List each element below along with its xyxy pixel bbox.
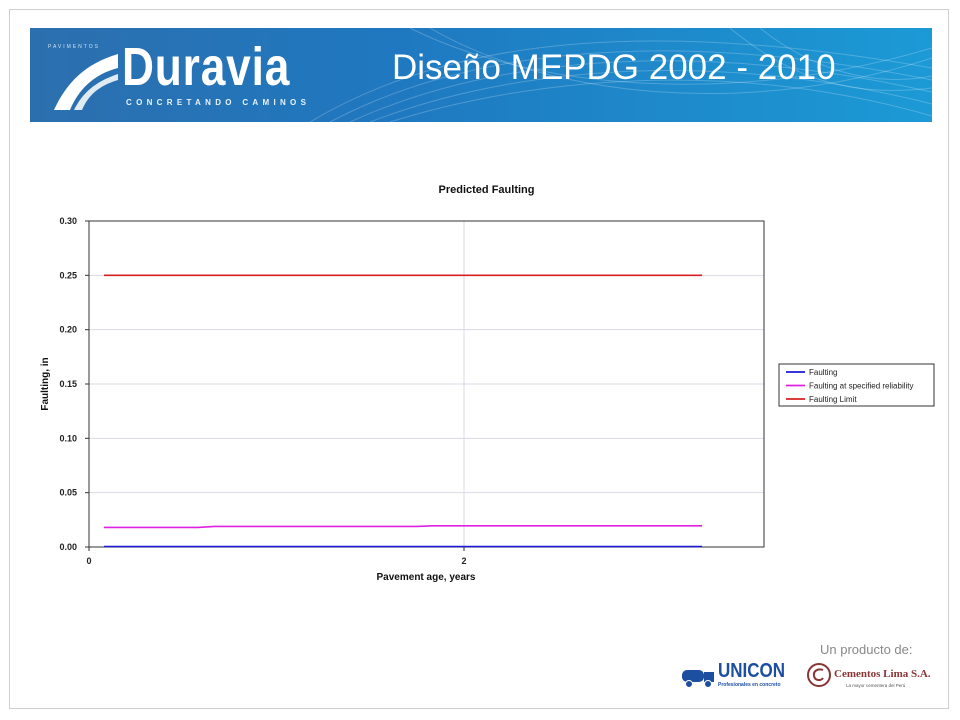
legend-label: Faulting [809,368,837,377]
banner-waves [309,28,932,122]
y-axis-label: Faulting, in [40,357,51,410]
y-tick-label: 0.25 [59,270,77,280]
unicon-wordmark: UNICON [718,660,786,682]
series-line-2 [104,524,703,529]
header-banner: PAVIMENTOS Duravia CONCRETANDO CAMINOS D… [30,28,932,122]
logo-pretext: PAVIMENTOS [48,44,100,50]
y-tick-label: 0.05 [59,488,77,498]
x-tick-label: 0 [86,556,91,566]
y-tick-label: 0.10 [59,433,77,443]
page-title: Diseño MEPDG 2002 - 2010 [392,48,836,87]
duravia-logo: PAVIMENTOS Duravia CONCRETANDO CAMINOS [48,37,318,112]
logo-wordmark: Duravia [122,37,291,97]
cementos-lima-logo: Cementos Lima S.A. La mayor cementera de… [806,660,931,692]
x-tick-label: 2 [461,556,466,566]
y-tick-label: 0.15 [59,379,77,389]
cementos-lima-seal-icon [807,663,831,687]
logo-tagline: CONCRETANDO CAMINOS [126,98,311,107]
y-tick-label: 0.20 [59,325,77,335]
unicon-subtitle: Profesionales en concreto [718,682,781,688]
unicon-logo: UNICON Profesionales en concreto [680,660,790,690]
truck-icon [682,670,714,688]
cementos-lima-wordmark: Cementos Lima S.A. [834,668,931,680]
road-icon [54,54,118,110]
x-axis-label: Pavement age, years [377,572,476,583]
y-tick-label: 0.30 [59,216,77,226]
legend-label: Faulting at specified reliability [809,382,914,391]
y-tick-label: 0.00 [59,542,77,552]
chart-title: Predicted Faulting [439,184,535,196]
slide-frame [9,9,949,709]
footer-tagline: Un producto de: [820,642,913,657]
legend-label: Faulting Limit [809,395,857,404]
cementos-lima-subtitle: La mayor cementera del Perú [846,683,906,688]
